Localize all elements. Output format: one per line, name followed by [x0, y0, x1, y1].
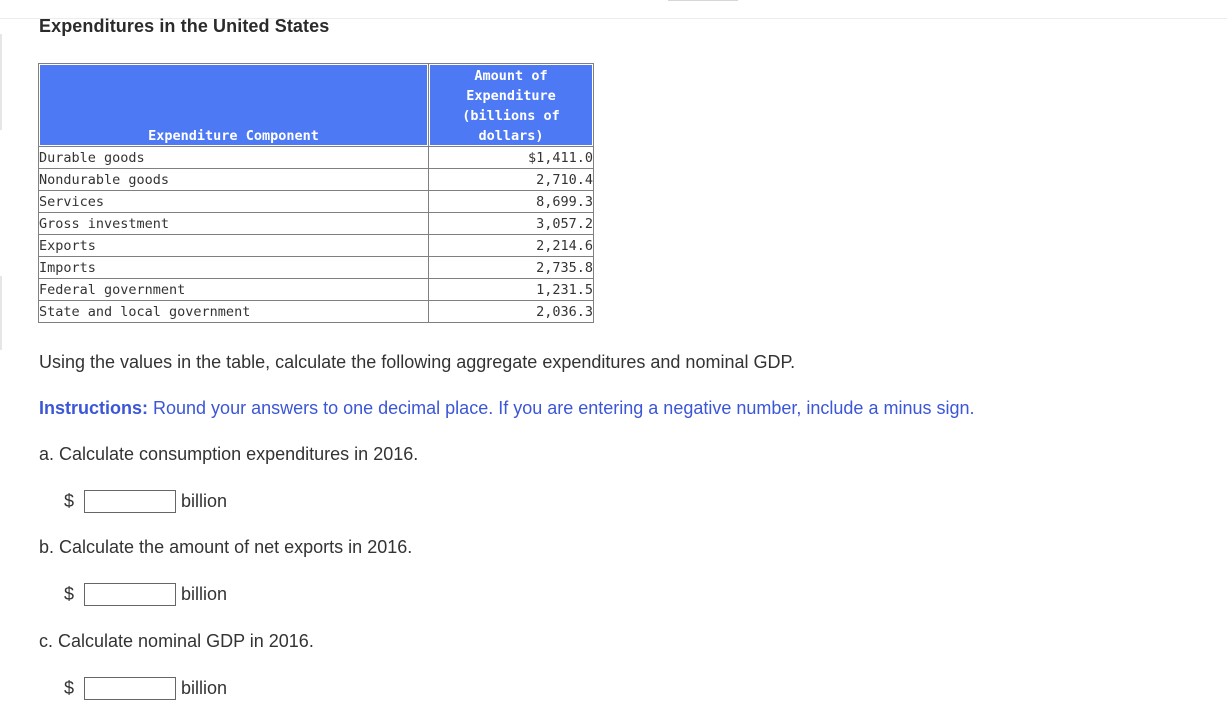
row-amount: 2,036.3: [428, 300, 594, 323]
answer-a-row: $ billion: [64, 488, 227, 514]
table-row: Services 8,699.3: [38, 190, 594, 213]
row-amount: $1,411.0: [428, 146, 594, 169]
row-component: Nondurable goods: [38, 168, 429, 191]
row-amount: 1,231.5: [428, 278, 594, 301]
row-component: Imports: [38, 256, 429, 279]
answer-b-input[interactable]: [84, 582, 176, 606]
instructions-label: Instructions:: [39, 398, 149, 418]
answer-a-input[interactable]: [84, 489, 176, 513]
row-amount: 3,057.2: [428, 212, 594, 235]
row-amount: 2,735.8: [428, 256, 594, 279]
question-a-text: a. Calculate consumption expenditures in…: [39, 444, 419, 464]
intro-text: Using the values in the table, calculate…: [39, 352, 796, 372]
row-amount: 2,710.4: [428, 168, 594, 191]
header-expenditure-component: Expenditure Component: [38, 63, 429, 147]
row-amount: 8,699.3: [428, 190, 594, 213]
expenditures-table: Expenditure Component Amount of Expendit…: [38, 63, 594, 323]
table-row: Exports 2,214.6: [38, 234, 594, 257]
table-row: State and local government 2,036.3: [38, 300, 594, 323]
unit-label: billion: [181, 677, 228, 698]
unit-label: billion: [181, 583, 228, 604]
left-edge-mark: [0, 34, 2, 130]
row-component: Federal government: [38, 278, 429, 301]
row-component: Services: [38, 190, 429, 213]
page-title: Expenditures in the United States: [39, 16, 330, 36]
row-component: Durable goods: [38, 146, 429, 169]
currency-symbol: $: [64, 677, 75, 698]
left-edge-mark: [0, 276, 2, 350]
row-component: State and local government: [38, 300, 429, 323]
instructions: Instructions: Round your answers to one …: [39, 398, 975, 419]
table-header-row: Expenditure Component Amount of Expendit…: [38, 63, 594, 147]
table-row: Nondurable goods 2,710.4: [38, 168, 594, 191]
row-component: Exports: [38, 234, 429, 257]
table-row: Federal government 1,231.5: [38, 278, 594, 301]
answer-b-row: $ billion: [64, 581, 227, 607]
top-divider: [0, 18, 1227, 19]
instructions-text: Round your answers to one decimal place.…: [148, 398, 975, 418]
table-row: Durable goods $1,411.0: [38, 146, 594, 169]
question-c-text: c. Calculate nominal GDP in 2016.: [39, 631, 314, 651]
header-amount-of-expenditure: Amount of Expenditure (billions of dolla…: [428, 63, 594, 147]
currency-symbol: $: [64, 490, 75, 511]
top-tab-indicator: [668, 0, 738, 1]
row-amount: 2,214.6: [428, 234, 594, 257]
answer-c-row: $ billion: [64, 675, 227, 701]
unit-label: billion: [181, 490, 228, 511]
row-component: Gross investment: [38, 212, 429, 235]
table-row: Gross investment 3,057.2: [38, 212, 594, 235]
question-b-text: b. Calculate the amount of net exports i…: [39, 537, 413, 557]
table-row: Imports 2,735.8: [38, 256, 594, 279]
answer-c-input[interactable]: [84, 676, 176, 700]
currency-symbol: $: [64, 583, 75, 604]
